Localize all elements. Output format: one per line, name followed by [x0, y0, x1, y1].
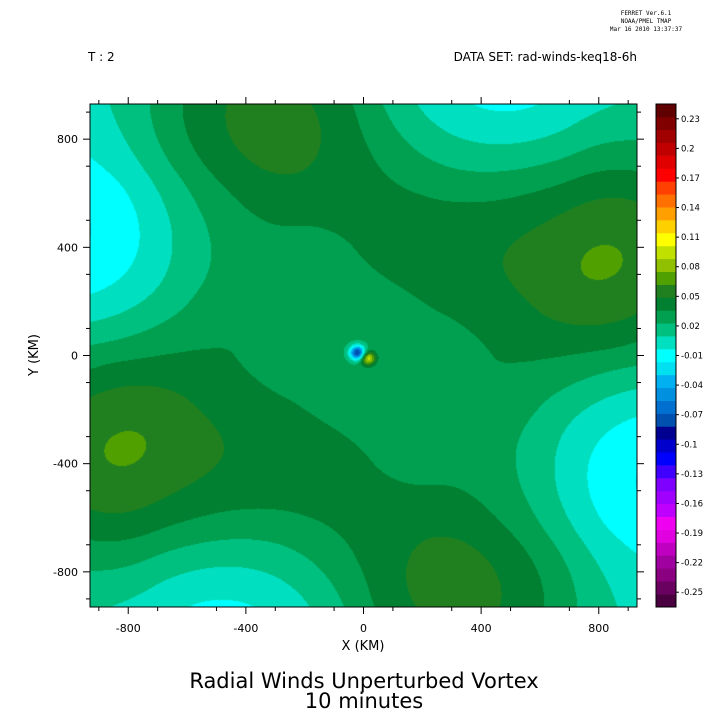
colorbar-swatch	[656, 516, 676, 530]
colorbar-swatch	[656, 323, 676, 337]
colorbar-swatch	[656, 465, 676, 479]
x-tick-label: -400	[233, 622, 258, 635]
colorbar-swatch	[656, 555, 676, 569]
ferret-stamp-line-2: NOAA/PMEL TMAP	[621, 18, 672, 25]
colorbar-swatch	[656, 258, 676, 272]
colorbar-label: -0.13	[681, 470, 703, 480]
colorbar-swatch	[656, 297, 676, 311]
colorbar-label: -0.04	[681, 381, 703, 391]
colorbar-swatch	[656, 349, 676, 363]
colorbar-swatch	[656, 142, 676, 156]
colorbar-label: 0.11	[681, 233, 700, 243]
colorbar-swatch	[656, 194, 676, 208]
colorbar-swatch	[656, 413, 676, 427]
colorbar-swatch	[656, 168, 676, 182]
colorbar-swatch	[656, 594, 676, 608]
x-tick-label: 400	[471, 622, 492, 635]
x-axis-label: X (KM)	[342, 639, 385, 654]
heatmap-field	[90, 104, 637, 607]
y-axis-label: Y (KM)	[27, 334, 42, 377]
chart-title: Radial Winds Unperturbed Vortex	[189, 669, 538, 693]
colorbar-swatch	[656, 490, 676, 505]
colorbar-swatch	[656, 220, 676, 234]
colorbar-label: -0.22	[681, 559, 703, 569]
colorbar-swatch	[656, 568, 676, 582]
x-tick-label: 800	[588, 622, 609, 635]
colorbar-swatch	[656, 581, 676, 595]
colorbar-label: 0.05	[681, 292, 700, 302]
colorbar-swatch	[656, 529, 676, 543]
colorbar-label: -0.1	[681, 440, 698, 450]
colorbar-label: 0.02	[681, 322, 700, 332]
x-tick-label: -800	[116, 622, 141, 635]
colorbar-swatch	[656, 181, 676, 195]
colorbar-swatch	[656, 232, 676, 247]
colorbar-swatch	[656, 478, 676, 492]
colorbar-label: -0.07	[681, 411, 703, 421]
colorbar-swatch	[656, 361, 676, 376]
colorbar-swatch	[656, 387, 676, 401]
time-label: T : 2	[87, 50, 115, 64]
ferret-stamp-line-3: Mar 16 2010 13:37:37	[610, 26, 683, 33]
chart-subtitle: 10 minutes	[305, 689, 423, 713]
colorbar-swatch	[656, 452, 676, 466]
colorbar-swatch	[656, 374, 676, 389]
colorbar-swatch	[656, 336, 676, 350]
colorbar-swatch	[656, 104, 676, 118]
x-tick-label: 0	[360, 622, 367, 635]
colorbar-label: 0.23	[681, 115, 700, 125]
axis-ticks: -800 -400 0 400 800 -800 -400 0 400 800	[53, 97, 644, 635]
colorbar-swatch	[656, 207, 676, 221]
colorbar-swatch	[656, 400, 676, 414]
colorbar-swatch	[656, 245, 676, 260]
colorbar-swatch	[656, 503, 676, 518]
colorbar-swatch	[656, 155, 676, 169]
colorbar-swatch	[656, 542, 676, 556]
colorbar-label: 0.17	[681, 174, 700, 184]
colorbar-label: -0.25	[681, 588, 703, 598]
colorbar-swatch	[656, 310, 676, 324]
colorbar-label: -0.01	[681, 352, 703, 362]
ferret-stamp-line-1: FERRET Ver.6.1	[621, 10, 672, 17]
colorbar: -0.25 -0.22 -0.19 -0.16 -0.13 -0.1 -0.07 -0.04 -…	[655, 103, 703, 608]
y-tick-label: 400	[57, 241, 78, 254]
colorbar-label: 0.08	[681, 263, 700, 273]
y-tick-label: -400	[53, 458, 78, 471]
colorbar-label: 0.14	[681, 204, 700, 214]
colorbar-swatch	[656, 271, 676, 285]
colorbar-swatch	[656, 426, 676, 440]
dataset-label: DATA SET: rad-winds-keq18-6h	[454, 50, 637, 64]
colorbar-swatch	[656, 116, 676, 131]
colorbar-label: 0.2	[681, 144, 695, 154]
colorbar-swatch	[656, 284, 676, 298]
y-tick-label: -800	[53, 566, 78, 579]
colorbar-swatch	[656, 439, 676, 453]
colorbar-label: -0.16	[681, 499, 703, 509]
colorbar-swatch	[656, 129, 676, 143]
y-tick-label: 0	[71, 350, 78, 363]
colorbar-label: -0.19	[681, 529, 703, 539]
y-tick-label: 800	[57, 133, 78, 146]
